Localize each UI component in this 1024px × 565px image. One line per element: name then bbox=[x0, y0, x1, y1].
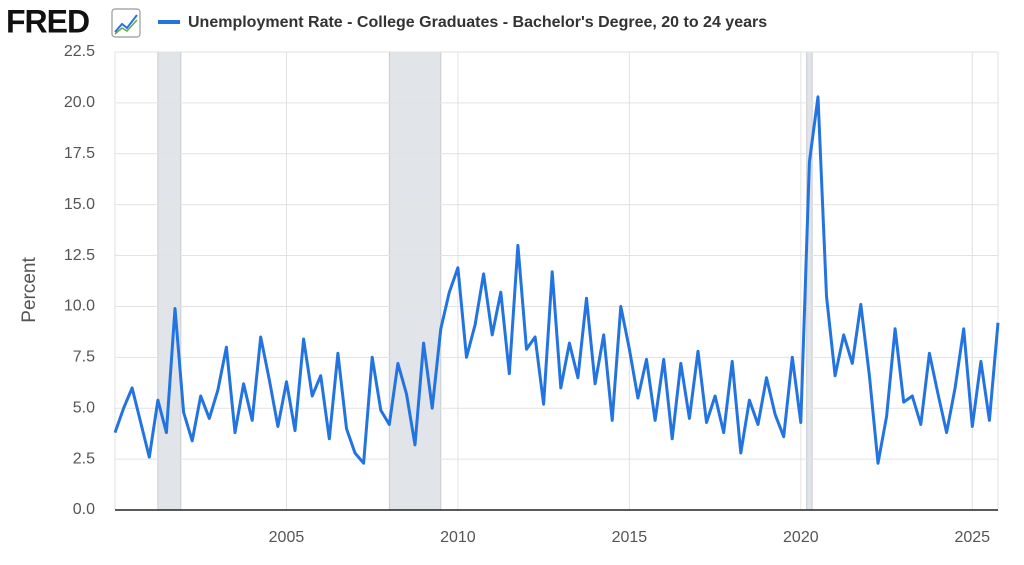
x-tick-label: 2025 bbox=[954, 529, 990, 546]
y-tick-label: 20.0 bbox=[64, 94, 95, 111]
y-tick-label: 7.5 bbox=[73, 349, 95, 366]
y-axis-label: Percent bbox=[19, 257, 40, 323]
logo: FRED bbox=[6, 3, 89, 39]
y-tick-label: 17.5 bbox=[64, 145, 95, 162]
y-tick-label: 15.0 bbox=[64, 196, 95, 213]
x-tick-label: 2010 bbox=[440, 529, 476, 546]
recession-band bbox=[157, 51, 182, 511]
x-tick-label: 2020 bbox=[783, 529, 819, 546]
legend-label: Unemployment Rate - College Graduates - … bbox=[188, 14, 767, 31]
y-tick-label: 2.5 bbox=[73, 450, 95, 467]
y-tick-label: 10.0 bbox=[64, 298, 95, 315]
y-tick-label: 12.5 bbox=[64, 247, 95, 264]
y-tick-label: 5.0 bbox=[73, 399, 95, 416]
recession-band bbox=[806, 51, 813, 511]
logo-icon bbox=[111, 8, 141, 38]
y-tick-label: 0.0 bbox=[73, 501, 95, 518]
x-tick-label: 2005 bbox=[269, 529, 305, 546]
data-line bbox=[113, 95, 1000, 465]
x-tick-label: 2015 bbox=[612, 529, 648, 546]
y-tick-label: 22.5 bbox=[64, 43, 95, 60]
